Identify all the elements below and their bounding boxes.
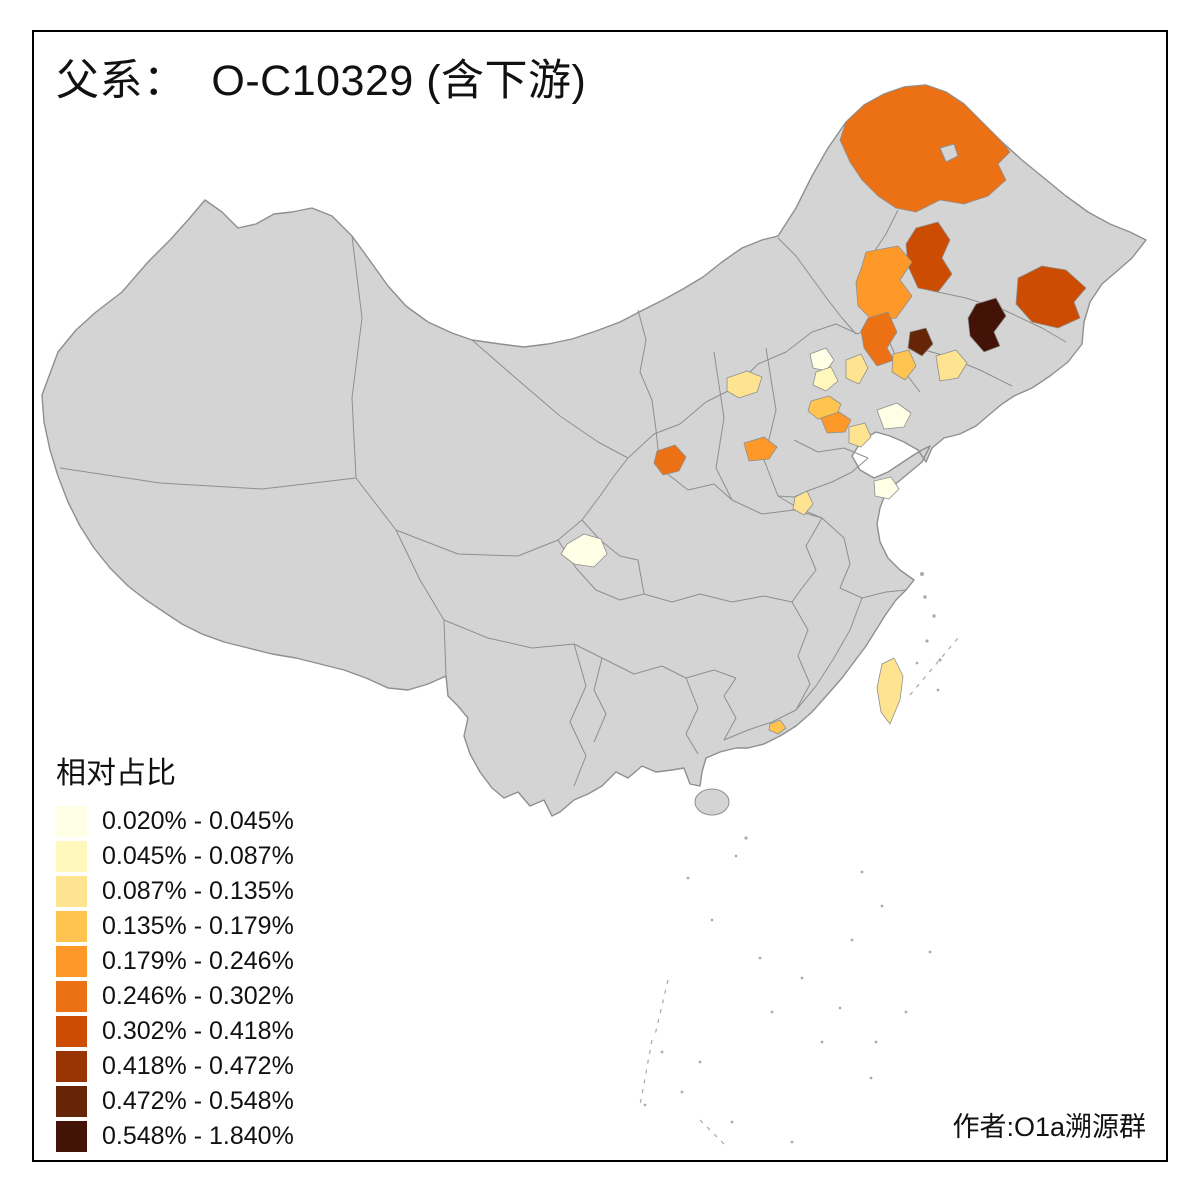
map-region-jinan-yellow [848, 422, 872, 448]
map-region-south-shandong-pale [873, 476, 900, 500]
legend-swatch [56, 1086, 87, 1117]
hainan-island [694, 788, 730, 816]
legend-label: 0.179% - 0.246% [102, 947, 294, 975]
map-region-beijing-pale-1 [809, 347, 835, 372]
map-region-south-hebei-orange [743, 436, 778, 462]
map-region-taiwan [876, 657, 904, 725]
legend: 相对占比 0.020% - 0.045% 0.045% - 0.087% 0.087… [56, 748, 294, 1156]
province-borders [59, 209, 1067, 787]
legend-swatch [56, 981, 87, 1012]
map-region-northeast-darkbrown [907, 327, 934, 357]
legend-row: 0.302% - 0.418% [56, 1016, 294, 1047]
hulunbuir-enclave [939, 143, 959, 163]
legend-swatch [56, 946, 87, 977]
map-region-jingjin-orange-2 [820, 411, 852, 434]
legend-label: 0.472% - 0.548% [102, 1087, 294, 1115]
legend-label: 0.418% - 0.472% [102, 1052, 294, 1080]
map-region-northeast-dark-orange [905, 221, 953, 293]
legend-label: 0.135% - 0.179% [102, 912, 294, 940]
map-region-liaoning-light [935, 349, 968, 382]
legend-swatch [56, 1051, 87, 1082]
sea-boundary-dash-3 [639, 1039, 653, 1106]
legend-row: 0.472% - 0.548% [56, 1086, 294, 1117]
legend-row: 0.548% - 1.840% [56, 1121, 294, 1152]
legend-label: 0.246% - 0.302% [102, 982, 294, 1010]
legend-row: 0.246% - 0.302% [56, 981, 294, 1012]
map-region-hongkong-dot [768, 719, 787, 735]
map-region-hulunbuir [839, 84, 1011, 213]
map-region-below-strip [891, 349, 917, 381]
legend-label: 0.020% - 0.045% [102, 807, 294, 835]
legend-swatch [56, 1016, 87, 1047]
map-region-hebei-ne-yellow [845, 353, 869, 385]
sea-boundary-dash-1 [909, 637, 959, 696]
map-region-beijing-pale-2 [812, 366, 839, 392]
legend-swatch [56, 806, 87, 837]
legend-swatch [56, 876, 87, 907]
map-region-northeast-darkest [967, 297, 1007, 353]
map-region-northeast-mid-orange [855, 245, 913, 323]
legend-rows: 0.020% - 0.045% 0.045% - 0.087% 0.087% - 0… [56, 806, 294, 1152]
page-title: 父系： O-C10329 (含下游) [56, 57, 587, 105]
minor-islands [639, 572, 959, 1147]
legend-row: 0.045% - 0.087% [56, 841, 294, 872]
legend-swatch [56, 841, 87, 872]
legend-row: 0.135% - 0.179% [56, 911, 294, 942]
sea-boundary-dash-4 [699, 1119, 727, 1147]
map-region-north-shanxi [726, 370, 763, 399]
legend-label: 0.087% - 0.135% [102, 877, 294, 905]
legend-title: 相对占比 [56, 757, 176, 790]
map-region-heze-yellow [792, 490, 814, 516]
sea-boundary-dash-2 [654, 979, 669, 1036]
map-colored-regions [560, 84, 1087, 735]
legend-row: 0.179% - 0.246% [56, 946, 294, 977]
map-region-east-heilongjiang [1015, 265, 1087, 329]
legend-row: 0.020% - 0.045% [56, 806, 294, 837]
legend-swatch [56, 1121, 87, 1152]
map-region-chengdu-pale [560, 533, 608, 568]
legend-label: 0.302% - 0.418% [102, 1017, 294, 1045]
legend-label: 0.045% - 0.087% [102, 842, 294, 870]
author-credit: 作者:O1a溯源群 [952, 1112, 1146, 1142]
map-region-shandong-pen-pale [876, 402, 912, 430]
legend-row: 0.418% - 0.472% [56, 1051, 294, 1082]
legend-swatch [56, 911, 87, 942]
legend-label: 0.548% - 1.840% [102, 1122, 294, 1150]
map-region-west-henan-orange [653, 444, 687, 476]
map-overlays [939, 143, 959, 163]
legend-row: 0.087% - 0.135% [56, 876, 294, 907]
